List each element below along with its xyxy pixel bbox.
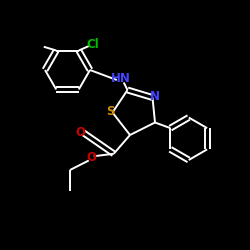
- Text: S: S: [106, 105, 114, 118]
- Text: O: O: [75, 126, 85, 139]
- Text: HN: HN: [111, 72, 131, 85]
- Text: Cl: Cl: [86, 38, 99, 51]
- Text: N: N: [150, 90, 160, 103]
- Text: O: O: [86, 151, 96, 164]
